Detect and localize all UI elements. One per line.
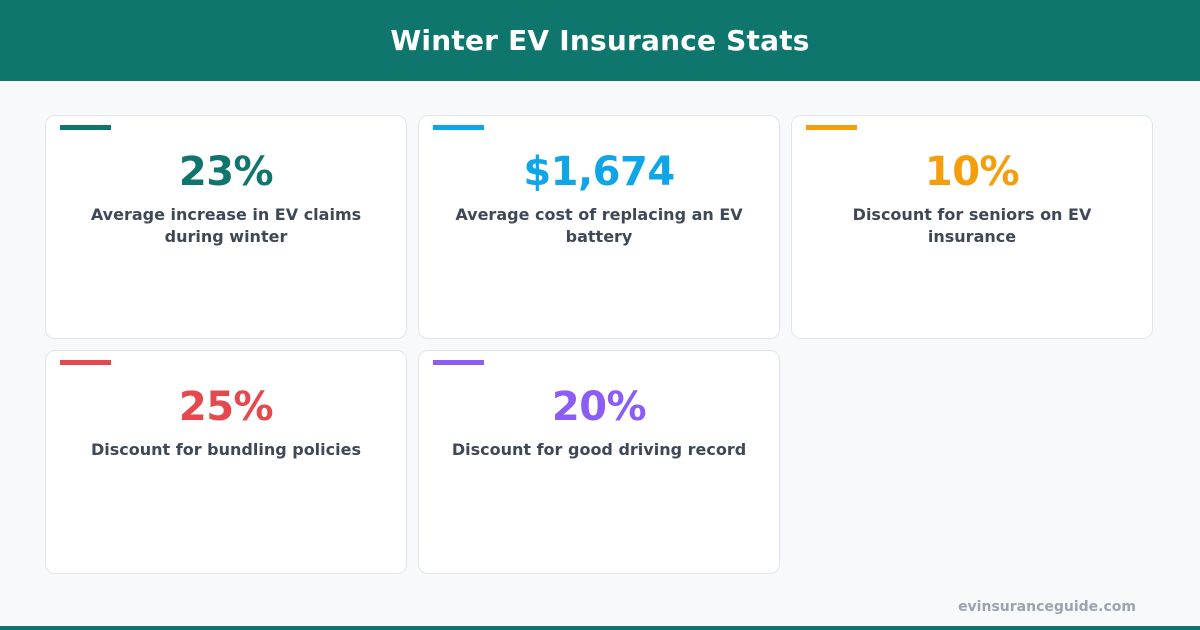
page-title: Winter EV Insurance Stats bbox=[390, 24, 810, 57]
card-accent-bar bbox=[433, 360, 484, 365]
card-accent-bar bbox=[433, 125, 484, 130]
stat-value: 25% bbox=[178, 384, 274, 430]
stat-value: 23% bbox=[178, 149, 274, 195]
bottom-accent-bar bbox=[0, 626, 1200, 630]
stat-value: 10% bbox=[924, 149, 1020, 195]
stat-label: Discount for seniors on EV insurance bbox=[852, 205, 1092, 246]
stat-label: Average increase in EV claims during win… bbox=[90, 205, 362, 246]
site-url: evinsuranceguide.com bbox=[958, 599, 1136, 615]
stat-card-battery-cost: $1,674 Average cost of replacing an EV b… bbox=[418, 115, 780, 339]
stat-card-claims-increase: 23% Average increase in EV claims during… bbox=[45, 115, 407, 339]
stat-value: $1,674 bbox=[523, 149, 675, 195]
card-accent-bar bbox=[806, 125, 857, 130]
stat-card-bundling-discount: 25% Discount for bundling policies bbox=[45, 350, 407, 574]
card-accent-bar bbox=[60, 360, 111, 365]
header-banner: Winter EV Insurance Stats bbox=[0, 0, 1200, 81]
stat-card-senior-discount: 10% Discount for seniors on EV insurance bbox=[791, 115, 1153, 339]
stat-card-driving-record-discount: 20% Discount for good driving record bbox=[418, 350, 780, 574]
stat-value: 20% bbox=[551, 384, 647, 430]
card-accent-bar bbox=[60, 125, 111, 130]
stat-label: Average cost of replacing an EV battery bbox=[455, 205, 743, 246]
stat-label: Discount for good driving record bbox=[451, 440, 747, 459]
stat-label: Discount for bundling policies bbox=[90, 440, 361, 459]
